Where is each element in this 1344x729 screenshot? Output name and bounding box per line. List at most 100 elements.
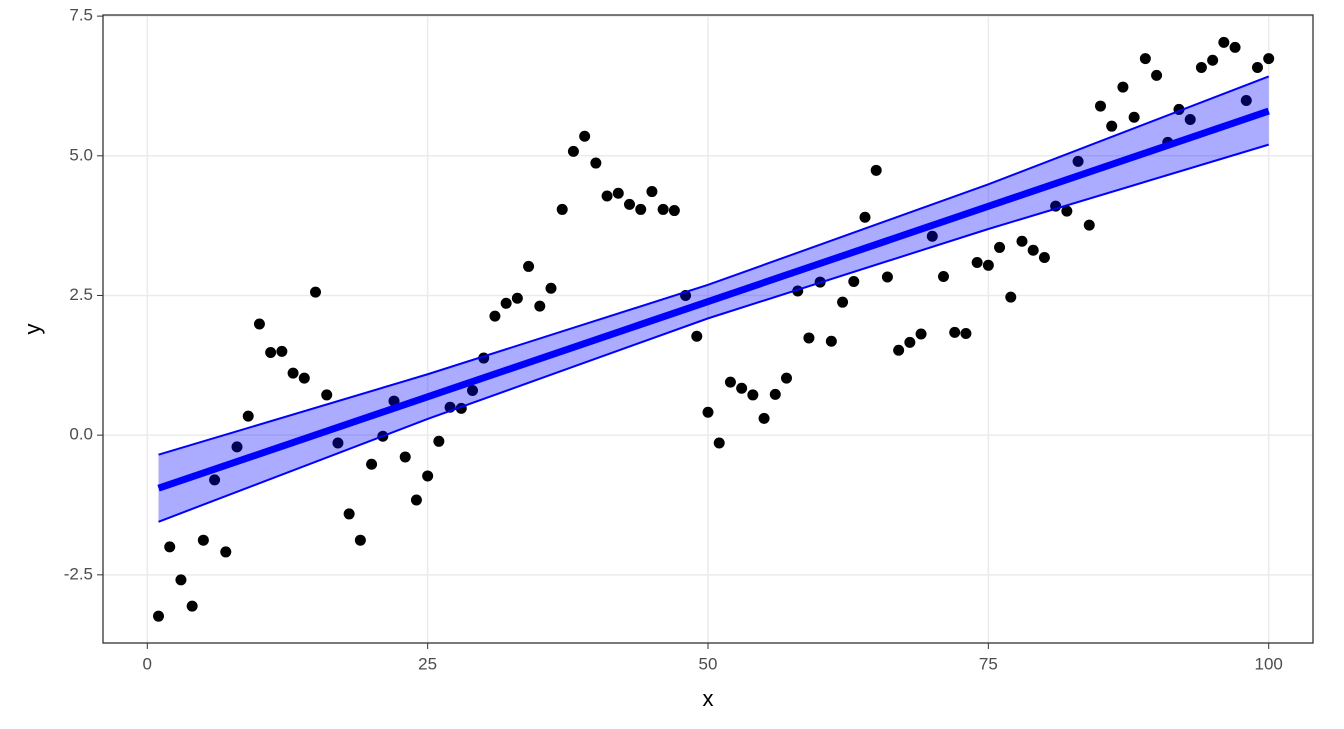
band-upper (158, 75, 1270, 456)
point (197, 534, 209, 546)
point (1251, 62, 1263, 74)
point (1151, 69, 1163, 81)
point (982, 259, 994, 271)
point (949, 326, 961, 338)
x-tick-label: 25 (418, 654, 437, 673)
point (298, 372, 310, 384)
x-tick-label: 50 (699, 654, 718, 673)
point (1083, 219, 1095, 231)
point (859, 211, 871, 223)
point (1229, 41, 1241, 53)
point (1195, 62, 1207, 74)
point (848, 276, 860, 288)
point (287, 367, 299, 379)
point (926, 230, 938, 242)
point (825, 335, 837, 347)
point (467, 384, 479, 396)
point (366, 458, 378, 470)
point (1072, 155, 1084, 167)
point (545, 282, 557, 294)
point (881, 271, 893, 283)
band-lower (158, 143, 1269, 523)
point (612, 187, 624, 199)
point (702, 406, 714, 418)
point (1016, 235, 1028, 247)
point (1218, 36, 1230, 48)
point (489, 310, 501, 322)
point (971, 257, 983, 269)
point (1240, 94, 1252, 106)
y-tick-label: 5.0 (69, 145, 93, 164)
point (713, 437, 725, 449)
point (1263, 53, 1275, 65)
point (915, 328, 927, 340)
point (870, 164, 882, 176)
x-tick-label: 0 (143, 654, 152, 673)
point (1139, 53, 1151, 65)
point (175, 574, 187, 586)
point (1027, 244, 1039, 256)
point (1038, 251, 1050, 263)
point (1184, 113, 1196, 125)
point (209, 474, 221, 486)
point (410, 494, 422, 506)
point (321, 389, 333, 401)
point (242, 410, 254, 422)
point (994, 241, 1006, 253)
point (691, 330, 703, 342)
point (736, 382, 748, 394)
point (1207, 54, 1219, 66)
point (354, 534, 366, 546)
point (153, 610, 165, 622)
point (780, 372, 792, 384)
point (1005, 291, 1017, 303)
x-axis-title: x (703, 686, 714, 711)
point (579, 130, 591, 142)
point (422, 470, 434, 482)
point (276, 345, 288, 357)
point (601, 190, 613, 202)
point (624, 198, 636, 210)
point (657, 203, 669, 215)
point (511, 292, 523, 304)
point (231, 441, 243, 453)
point (1117, 81, 1129, 93)
point (343, 508, 355, 520)
point (1128, 111, 1140, 123)
point (724, 376, 736, 388)
point (635, 203, 647, 215)
point (590, 157, 602, 169)
point (1061, 205, 1073, 217)
y-axis-title: y (20, 324, 45, 335)
point (265, 346, 277, 358)
y-tick-label: 7.5 (69, 6, 93, 25)
y-tick-label: -2.5 (64, 564, 93, 583)
point (803, 332, 815, 344)
panel-border (102, 14, 1314, 644)
y-tick-label: 2.5 (69, 285, 93, 304)
point (534, 300, 546, 312)
x-tick-label: 75 (979, 654, 998, 673)
point (904, 336, 916, 348)
point (500, 297, 512, 309)
point (523, 260, 535, 272)
point (399, 451, 411, 463)
point (747, 389, 759, 401)
point (893, 344, 905, 356)
point (186, 600, 198, 612)
y-tick-label: 0.0 (69, 425, 93, 444)
fit-line (157, 107, 1270, 492)
point (164, 541, 176, 553)
point (310, 286, 322, 298)
point (556, 203, 568, 215)
point (1094, 100, 1106, 112)
point (960, 327, 972, 339)
point (758, 412, 770, 424)
point (433, 435, 445, 447)
point (253, 318, 265, 330)
point (769, 388, 781, 400)
x-tick-label: 100 (1255, 654, 1283, 673)
point (837, 296, 849, 308)
